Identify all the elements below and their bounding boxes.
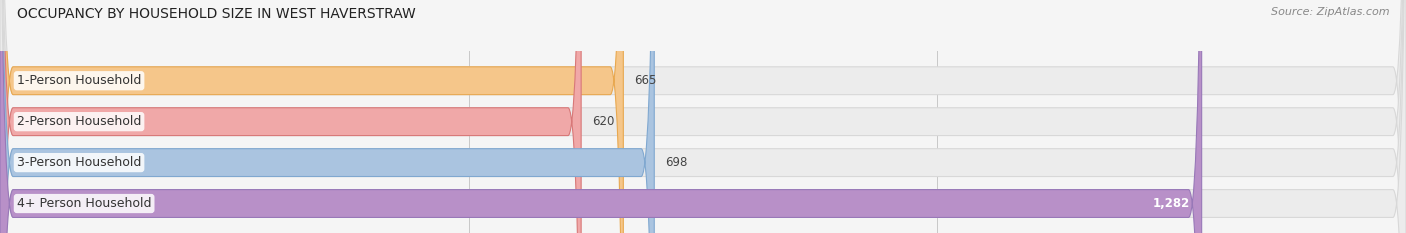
FancyBboxPatch shape [0, 0, 1202, 233]
Text: 1-Person Household: 1-Person Household [17, 74, 141, 87]
FancyBboxPatch shape [0, 0, 581, 233]
FancyBboxPatch shape [0, 0, 623, 233]
Text: 1,282: 1,282 [1153, 197, 1191, 210]
Text: 698: 698 [665, 156, 688, 169]
FancyBboxPatch shape [0, 0, 654, 233]
Text: 620: 620 [592, 115, 614, 128]
Text: Source: ZipAtlas.com: Source: ZipAtlas.com [1271, 7, 1389, 17]
Text: 2-Person Household: 2-Person Household [17, 115, 141, 128]
Text: OCCUPANCY BY HOUSEHOLD SIZE IN WEST HAVERSTRAW: OCCUPANCY BY HOUSEHOLD SIZE IN WEST HAVE… [17, 7, 416, 21]
Text: 4+ Person Household: 4+ Person Household [17, 197, 152, 210]
Text: 3-Person Household: 3-Person Household [17, 156, 141, 169]
Text: 665: 665 [634, 74, 657, 87]
